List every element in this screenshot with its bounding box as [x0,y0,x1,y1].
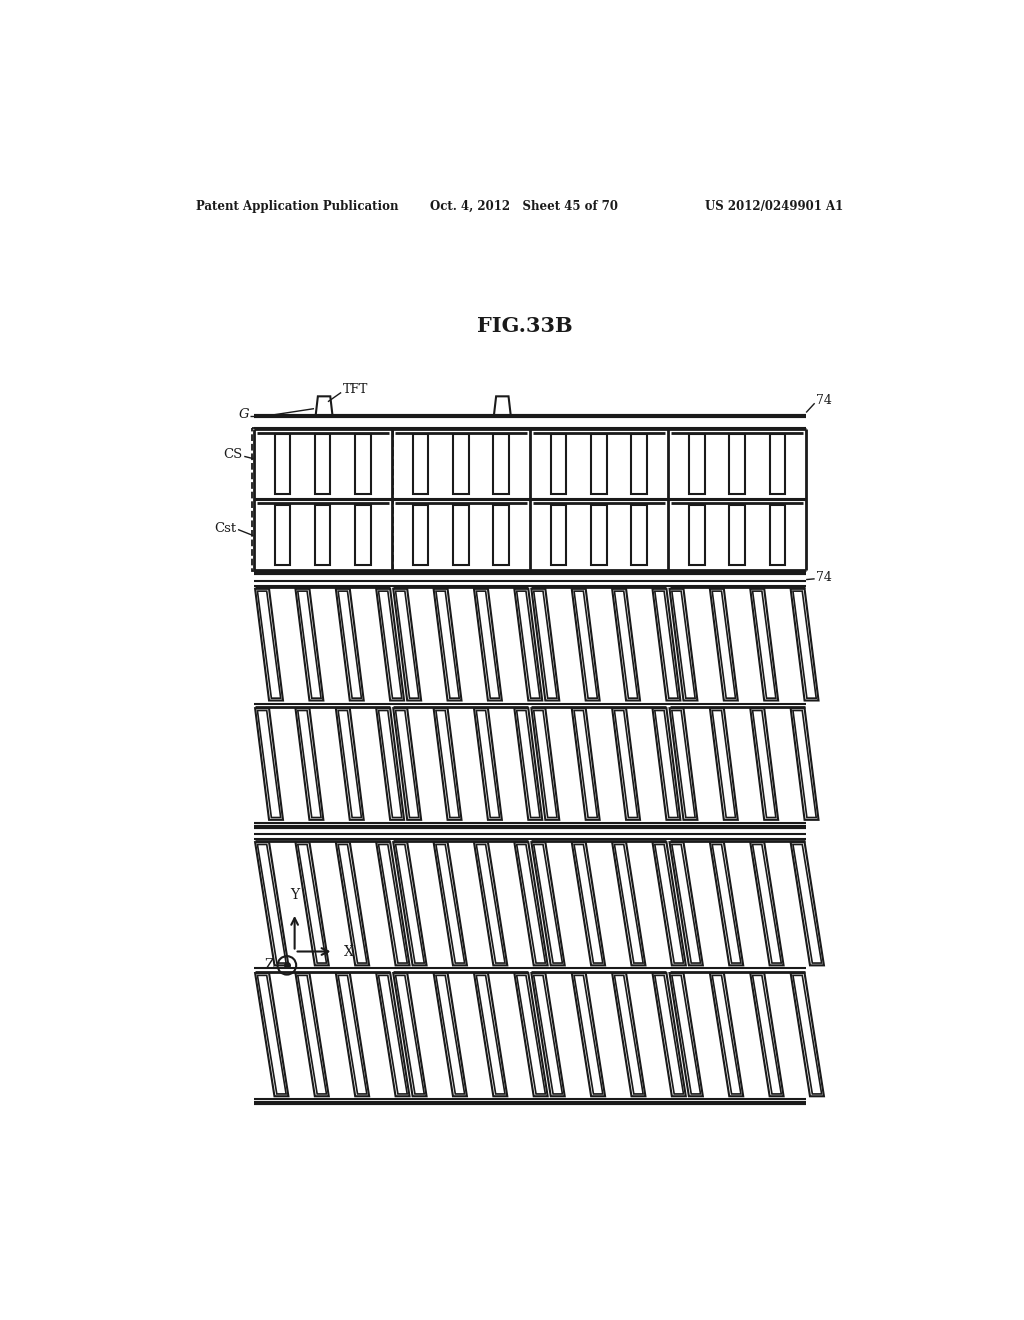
Bar [551,506,566,565]
Bar [632,506,647,565]
Bar [355,506,371,565]
Bar [453,506,469,565]
Text: Z: Z [264,958,273,973]
Bar [770,434,785,494]
Text: Patent Application Publication: Patent Application Publication [197,199,398,213]
Bar [729,506,744,565]
Text: FIG.33B: FIG.33B [477,317,572,337]
Text: 74: 74 [816,395,833,408]
Text: US 2012/0249901 A1: US 2012/0249901 A1 [706,199,844,213]
Bar [632,434,647,494]
Bar [314,506,331,565]
Text: G: G [239,408,249,421]
Bar [689,506,705,565]
Bar [355,434,371,494]
Text: 74: 74 [816,570,833,583]
Text: CS: CS [223,449,243,462]
Text: Oct. 4, 2012   Sheet 45 of 70: Oct. 4, 2012 Sheet 45 of 70 [430,199,618,213]
Bar [413,434,428,494]
Bar [591,434,606,494]
Bar [413,506,428,565]
Text: X: X [344,945,354,958]
Text: TFT: TFT [343,383,368,396]
Bar [494,434,509,494]
Bar [274,506,290,565]
Bar [494,506,509,565]
Bar [770,506,785,565]
Bar [453,434,469,494]
Text: Cst: Cst [214,521,237,535]
Text: Y: Y [290,888,299,903]
Bar [689,434,705,494]
Bar [252,428,393,572]
Bar [314,434,331,494]
Bar [551,434,566,494]
Bar [729,434,744,494]
Bar [591,506,606,565]
Bar [274,434,290,494]
